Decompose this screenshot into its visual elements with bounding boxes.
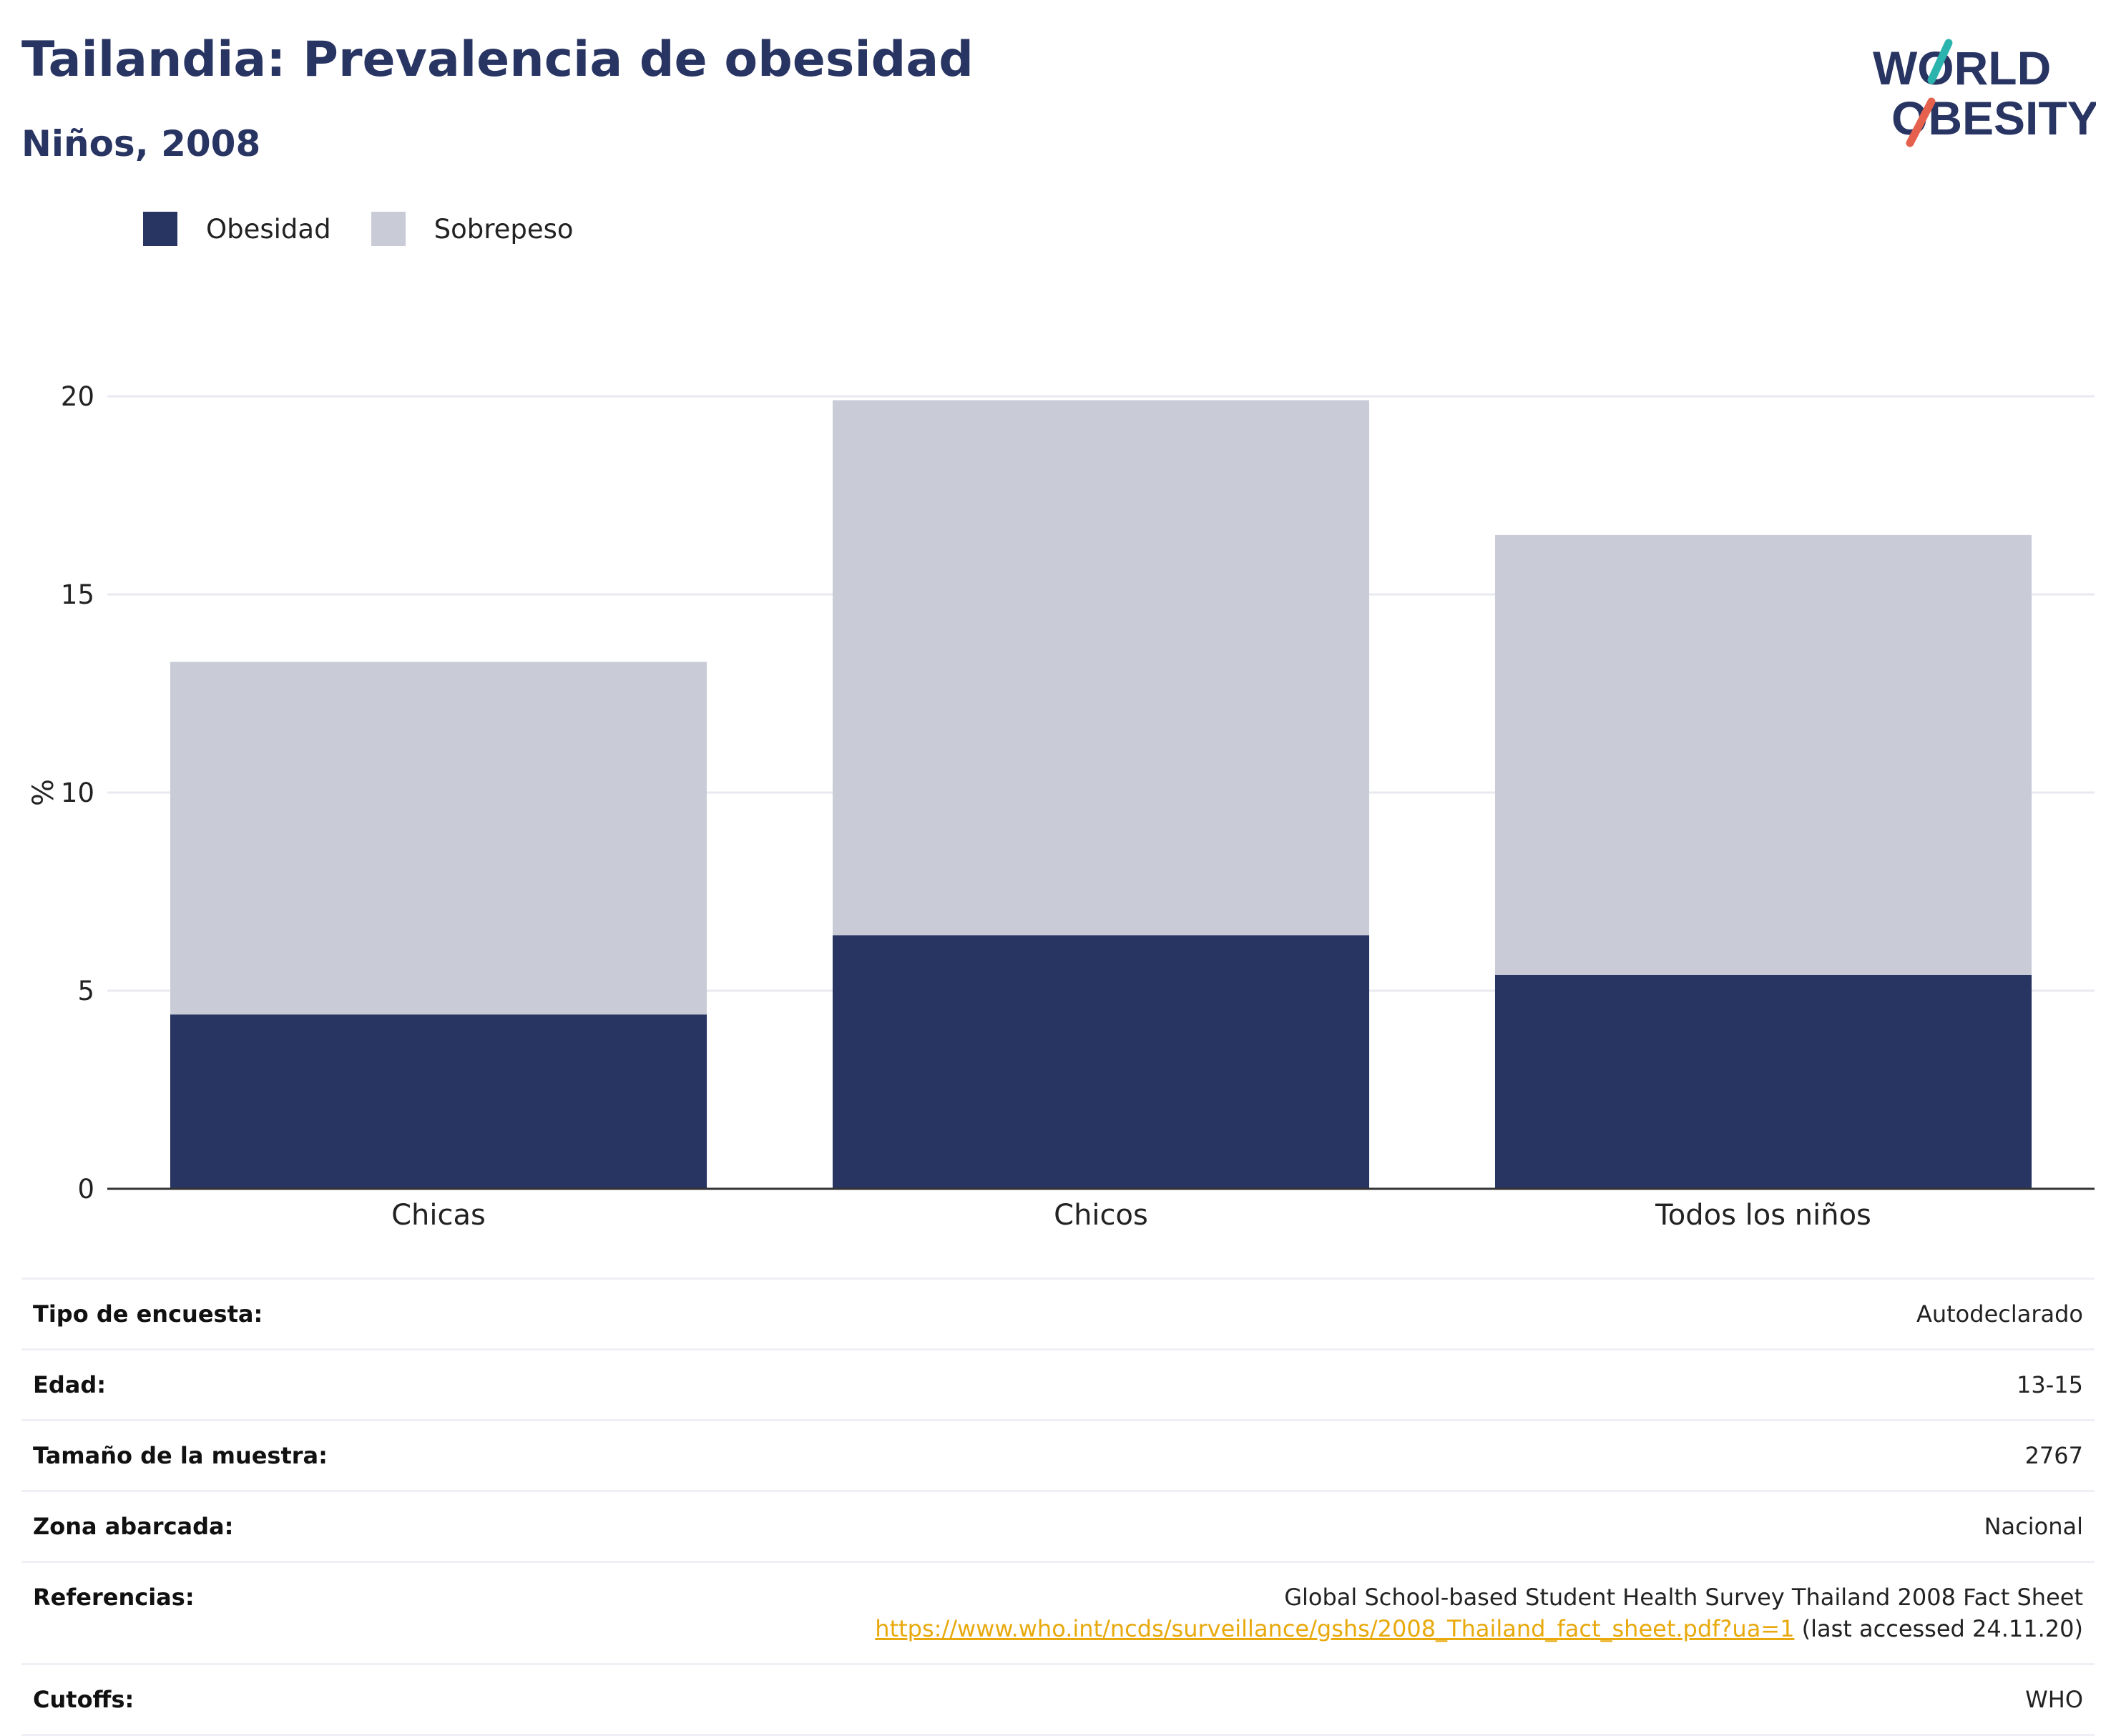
y-axis-label: % [27,779,60,806]
meta-row-cutoffs: Cutoffs: WHO [21,1664,2095,1735]
chart-subtitle: Niños, 2008 [21,123,261,165]
bar-sobrepeso-3 [1494,534,2032,975]
chart-title: Tailandia: Prevalencia de obesidad [21,31,974,88]
x-tick-label: Chicas [391,1199,486,1232]
meta-key: Referencias: [33,1584,195,1611]
y-tick-label: 10 [61,778,94,808]
reference-text: Global School-based Student Health Surve… [1284,1584,2083,1611]
y-tick-label: 0 [77,1174,94,1205]
meta-key: Tamaño de la muestra: [33,1442,328,1469]
legend-label-obesidad: Obesidad [206,213,331,245]
bar-obesidad-3 [1494,974,2032,1189]
legend-swatch-sobrepeso [371,212,406,246]
bar-sobrepeso-1 [170,662,707,1015]
bar-obesidad-2 [832,935,1370,1189]
meta-key: Tipo de encuesta: [33,1300,263,1328]
meta-key: Cutoffs: [33,1686,134,1713]
legend-swatch-obesidad [143,212,177,246]
legend-item-sobrepeso: Sobrepeso [371,212,574,246]
meta-value: Nacional [1984,1513,2083,1540]
meta-row-references: Referencias: Global School-based Student… [21,1561,2095,1664]
meta-value: WHO [2025,1686,2083,1713]
meta-row-age: Edad: 13-15 [21,1349,2095,1421]
meta-key: Zona abarcada: [33,1513,234,1540]
meta-key: Edad: [33,1371,107,1398]
logo-line1: WORLD [1873,41,2051,94]
stacked-bar-chart: 0 5 10 15 20% Chicas Chicos Todos los niños [27,381,2095,1232]
legend-item-obesidad: Obesidad [143,212,331,246]
logo-slash-red [1906,97,1936,147]
legend: Obesidad Sobrepeso [143,212,614,246]
meta-row-sample-size: Tamaño de la muestra: 2767 [21,1420,2095,1491]
logo-slash-teal [1927,39,1953,84]
y-tick-label: 5 [77,976,94,1006]
world-obesity-logo: WORLD OBESITY [1873,39,2096,147]
reference-link-line: https://www.who.int/ncds/surveillance/gs… [458,1613,2083,1644]
meta-value: Global School-based Student Health Surve… [446,1562,2095,1664]
meta-value: Autodeclarado [1916,1300,2083,1328]
x-tick-label: Todos los niños [1655,1199,1871,1232]
legend-label-sobrepeso: Sobrepeso [434,213,574,245]
meta-row-survey-type: Tipo de encuesta: Autodeclarado [21,1278,2095,1350]
x-tick-label: Chicos [1054,1199,1148,1232]
y-tick-label: 20 [61,381,94,412]
reference-accessed: (last accessed 24.11.20) [1801,1615,2083,1642]
meta-value: 2767 [2024,1442,2083,1469]
survey-details-table: Tipo de encuesta: Autodeclarado Edad: 13… [21,1278,2095,1736]
meta-value: 13-15 [2017,1371,2083,1398]
meta-row-area: Zona abarcada: Nacional [21,1491,2095,1562]
bar-sobrepeso-2 [832,400,1370,936]
reference-link[interactable]: https://www.who.int/ncds/surveillance/gs… [875,1615,1795,1642]
bar-obesidad-1 [170,1014,707,1189]
y-tick-label: 15 [61,579,94,610]
